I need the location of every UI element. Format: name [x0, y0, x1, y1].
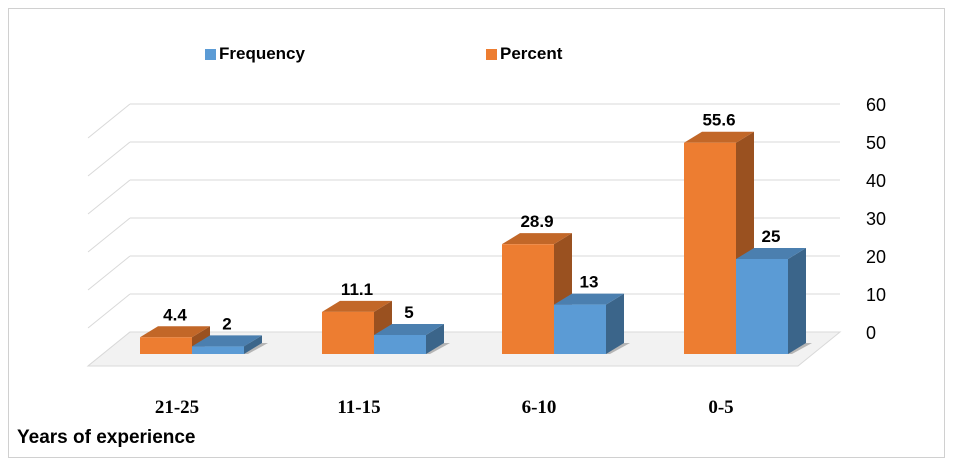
bar-front [736, 259, 788, 354]
data-label-percent-11-15: 11.1 [341, 280, 373, 299]
legend-swatch-percent [486, 49, 497, 60]
bar-side [788, 248, 806, 354]
x-axis-title: Years of experience [17, 427, 196, 448]
x-tick-label: 21-25 [155, 397, 199, 418]
legend-label-percent: Percent [500, 44, 563, 63]
bar-top [684, 131, 754, 143]
y-tick-label: 30 [866, 209, 886, 229]
y-tick-label: 50 [866, 133, 886, 153]
data-label-frequency-21-25: 2 [222, 314, 231, 333]
x-tick-label: 6-10 [522, 397, 557, 418]
bar-frequency-0-5 [736, 248, 812, 354]
bar-top [502, 233, 572, 245]
data-label-percent-0-5: 55.6 [702, 111, 735, 130]
legend-label-frequency: Frequency [219, 44, 305, 63]
bar-top [554, 293, 624, 305]
bar-front [554, 304, 606, 354]
legend-item-frequency: Frequency [205, 44, 305, 64]
legend-swatch-frequency [205, 49, 216, 60]
x-tick-label: 0-5 [708, 397, 733, 418]
bar-top [736, 248, 806, 259]
bar-front [322, 311, 374, 354]
bar-front [140, 337, 192, 354]
chart-frame [8, 8, 945, 458]
data-labels: 4.4 2 11.1 5 28.9 13 55.6 25 [163, 111, 780, 334]
bar-side [244, 335, 262, 354]
data-label-frequency-6-10: 13 [580, 273, 599, 292]
bar-frequency-6-10 [554, 293, 630, 354]
bar-top [140, 326, 210, 338]
bar-front [502, 244, 554, 354]
y-tick-label: 10 [866, 285, 886, 305]
x-tick-label: 11-15 [337, 397, 380, 418]
bar-top [322, 300, 392, 312]
bar-top [192, 335, 262, 347]
bar-top [374, 324, 444, 335]
data-label-frequency-11-15: 5 [404, 303, 413, 322]
bar-front [374, 335, 426, 354]
bar-percent-6-10 [502, 233, 578, 354]
y-tick-label: 40 [866, 171, 886, 191]
bar-frequency-11-15 [374, 324, 450, 354]
y-tick-label: 0 [866, 323, 876, 343]
x-axis-ticks: 21-25 11-15 6-10 0-5 [155, 397, 734, 418]
legend-item-percent: Percent [486, 44, 562, 64]
y-tick-label: 20 [866, 247, 886, 267]
bars [140, 131, 812, 354]
data-label-percent-6-10: 28.9 [520, 212, 553, 231]
data-label-frequency-0-5: 25 [762, 227, 781, 246]
bar-side [426, 324, 444, 354]
bar-frequency-21-25 [192, 335, 268, 354]
y-tick-label: 60 [866, 95, 886, 115]
bar-front [684, 142, 736, 354]
gridline [87, 103, 840, 139]
y-axis-ticks: 0 10 20 30 40 50 60 [866, 95, 886, 343]
data-label-percent-21-25: 4.4 [163, 305, 187, 324]
bar-side [606, 293, 624, 354]
bar-front [192, 346, 244, 354]
